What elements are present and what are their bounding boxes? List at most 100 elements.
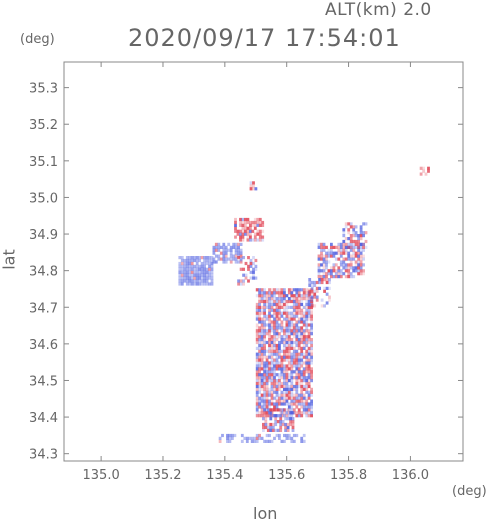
heatmap-cell	[180, 273, 184, 277]
heatmap-cell	[347, 272, 351, 276]
heatmap-cell	[352, 245, 356, 249]
heatmap-cell	[258, 229, 262, 233]
heatmap-cell	[273, 370, 276, 374]
heatmap-cell	[195, 256, 199, 260]
heatmap-cell	[195, 282, 199, 286]
heatmap-cell	[287, 343, 291, 348]
heatmap-cell	[287, 367, 291, 371]
heatmap-cell	[280, 320, 284, 324]
heatmap-cell	[290, 364, 294, 368]
heatmap-cell	[210, 273, 214, 277]
heatmap-cell	[193, 264, 197, 268]
heatmap-cell	[349, 254, 353, 258]
heatmap-cell	[283, 294, 286, 298]
heatmap-cell	[268, 433, 271, 438]
heatmap-cell	[269, 408, 273, 412]
heatmap-cell	[290, 343, 294, 348]
heatmap-cell	[364, 239, 368, 244]
heatmap-cell	[302, 387, 306, 391]
heatmap-cell	[325, 292, 329, 296]
heatmap-cell	[273, 387, 276, 391]
heatmap-cell	[310, 289, 314, 293]
heatmap-cell	[258, 411, 261, 415]
heatmap-cell	[322, 242, 326, 246]
heatmap-cell	[270, 299, 274, 304]
heatmap-cell	[302, 361, 306, 365]
heatmap-cell	[290, 414, 294, 418]
heatmap-cell	[208, 264, 211, 268]
heatmap-cell	[354, 251, 358, 255]
heatmap-cell	[265, 355, 269, 359]
heatmap-cell	[249, 238, 252, 242]
heatmap-cell	[278, 346, 281, 350]
heatmap-cell	[339, 263, 343, 267]
heatmap-cell	[347, 245, 351, 249]
heatmap-cell	[263, 387, 266, 391]
heatmap-cell	[285, 358, 289, 362]
heatmap-cell	[258, 317, 261, 321]
heatmap-cell	[198, 264, 201, 268]
heatmap-cell	[241, 226, 245, 230]
heatmap-cell	[271, 428, 275, 432]
heatmap-cell	[295, 367, 299, 371]
heatmap-cell	[232, 257, 236, 261]
heatmap-cell	[273, 326, 276, 330]
heatmap-cell	[344, 245, 348, 249]
x-tick-label: 135.4	[206, 468, 243, 483]
heatmap-cell	[210, 267, 214, 271]
heatmap-cell	[291, 428, 295, 432]
heatmap-cell	[234, 251, 238, 255]
heatmap-cell	[247, 279, 250, 283]
heatmap-cell	[265, 294, 269, 298]
heatmap-cell	[290, 326, 294, 330]
heatmap-cell	[322, 263, 326, 267]
heatmap-cell	[342, 263, 346, 267]
heatmap-cell	[212, 257, 216, 261]
heatmap-cell	[258, 373, 261, 377]
heatmap-cell	[246, 220, 250, 225]
heatmap-cell	[270, 297, 274, 301]
heatmap-cell	[290, 384, 294, 389]
heatmap-cell	[307, 332, 311, 336]
heatmap-cell	[280, 393, 284, 397]
heatmap-cell	[283, 291, 286, 295]
heatmap-cell	[255, 302, 259, 307]
heatmap-cell	[255, 326, 259, 330]
heatmap-cell	[183, 261, 187, 266]
heatmap-cell	[278, 381, 281, 386]
heatmap-cell	[297, 373, 301, 377]
heatmap-cell	[260, 305, 264, 309]
heatmap-cell	[255, 346, 259, 350]
heatmap-cell	[241, 235, 245, 239]
heatmap-cell	[287, 405, 291, 409]
heatmap-cell	[322, 275, 326, 279]
heatmap-cell	[307, 381, 311, 386]
heatmap-cell	[344, 225, 348, 229]
heatmap-cell	[290, 352, 294, 356]
heatmap-cell	[227, 248, 231, 252]
heatmap-cell	[315, 295, 319, 299]
heatmap-cell	[305, 291, 309, 295]
heatmap-cell	[330, 251, 333, 255]
heatmap-cell	[287, 335, 291, 339]
heatmap-cell	[297, 414, 301, 418]
heatmap-cell	[244, 226, 247, 230]
heatmap-cell	[295, 332, 299, 336]
heatmap-cell	[263, 340, 266, 345]
heatmap-cell	[198, 279, 201, 283]
heatmap-cell	[275, 402, 279, 406]
heatmap-cell	[285, 335, 289, 339]
heatmap-cell	[357, 242, 360, 246]
heatmap-cell	[300, 338, 304, 342]
heatmap-cell	[273, 340, 276, 345]
heatmap-cell	[307, 335, 311, 339]
heatmap-cell	[229, 251, 233, 255]
heatmap-cell	[198, 256, 201, 260]
heatmap-cell	[260, 297, 264, 301]
heatmap-cell	[239, 235, 242, 239]
heatmap-cell	[295, 291, 299, 295]
heatmap-cell	[270, 367, 274, 371]
heatmap-cell	[234, 220, 237, 225]
heatmap-cell	[273, 320, 276, 324]
heatmap-cell	[217, 257, 221, 261]
